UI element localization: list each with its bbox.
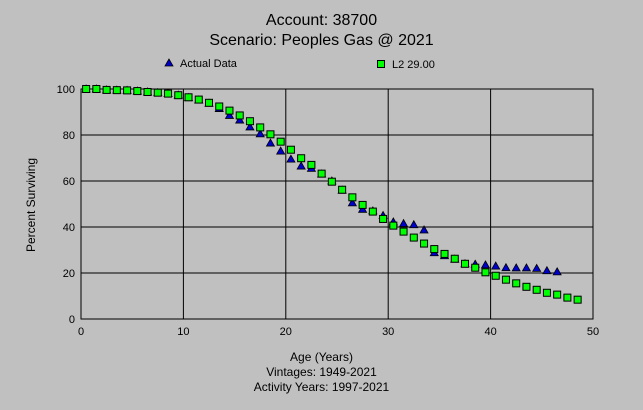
actual-data-point bbox=[286, 154, 296, 163]
x-tick-label: 20 bbox=[280, 326, 292, 338]
l2-curve-point bbox=[430, 245, 439, 254]
x-tick-label: 50 bbox=[587, 326, 599, 338]
actual-data-point bbox=[235, 115, 245, 124]
y-tick-label: 20 bbox=[63, 268, 75, 280]
l2-curve-point bbox=[409, 233, 418, 242]
actual-data-point bbox=[224, 110, 235, 119]
y-axis-label: Percent Surviving bbox=[24, 158, 38, 252]
x-tick-label: 30 bbox=[382, 326, 394, 338]
actual-data-point bbox=[265, 138, 276, 147]
actual-data-point bbox=[409, 219, 419, 229]
l2-curve-point bbox=[143, 87, 152, 96]
l2-curve-point bbox=[256, 123, 265, 132]
l2-curve-point bbox=[368, 207, 377, 216]
actual-data-point bbox=[542, 265, 552, 275]
activity-years-note: Activity Years: 1997-2021 bbox=[253, 380, 390, 394]
l2-curve-point bbox=[399, 227, 408, 236]
l2-curve-point bbox=[245, 117, 254, 126]
l2-curve-point bbox=[266, 130, 275, 139]
chart-title: Account: 38700 bbox=[265, 12, 378, 29]
y-tick-label: 60 bbox=[63, 176, 75, 188]
actual-data-point bbox=[419, 225, 429, 234]
actual-data-point bbox=[296, 161, 306, 170]
actual-data-point bbox=[480, 260, 491, 269]
l2-curve-point bbox=[194, 95, 203, 104]
legend-square-icon bbox=[377, 60, 385, 68]
actual-data-point bbox=[501, 262, 511, 272]
y-tick-label: 100 bbox=[57, 84, 75, 96]
l2-curve-point bbox=[358, 200, 367, 209]
actual-data-point bbox=[531, 263, 542, 272]
l2-curve-point bbox=[184, 93, 193, 102]
vintages-note: Vintages: 1949-2021 bbox=[266, 365, 377, 379]
l2-curve-point bbox=[491, 271, 500, 280]
l2-curve-point bbox=[112, 86, 121, 95]
l2-curve-point bbox=[501, 275, 510, 284]
l2-curve-point bbox=[440, 249, 449, 258]
l2-curve-point bbox=[532, 285, 541, 294]
l2-curve-point bbox=[461, 259, 469, 268]
l2-curve-point bbox=[82, 85, 91, 93]
l2-curve-point bbox=[389, 221, 398, 230]
actual-data-point bbox=[521, 263, 532, 272]
l2-curve-point bbox=[307, 160, 316, 169]
l2-curve-point bbox=[297, 154, 306, 163]
l2-curve-point bbox=[522, 282, 531, 291]
actual-data-point bbox=[511, 263, 521, 272]
actual-data-point bbox=[255, 129, 265, 138]
l2-curve-point bbox=[563, 293, 572, 302]
legend-label-actual: Actual Data bbox=[180, 58, 238, 70]
chart-subtitle: Scenario: Peoples Gas @ 2021 bbox=[209, 32, 434, 49]
l2-curve-point bbox=[317, 169, 326, 178]
l2-curve-point bbox=[215, 102, 224, 111]
plot-border bbox=[80, 88, 594, 320]
l2-curve-point bbox=[512, 279, 521, 288]
l2-curve-point bbox=[164, 89, 173, 98]
l2-curve-point bbox=[102, 85, 111, 94]
y-tick-label: 0 bbox=[69, 314, 75, 326]
l2-curve-point bbox=[286, 145, 295, 154]
l2-curve-point bbox=[327, 177, 336, 186]
l2-curve-point bbox=[471, 263, 480, 272]
actual-data-point bbox=[491, 261, 501, 270]
actual-data-point bbox=[398, 218, 409, 227]
l2-curve-point bbox=[348, 193, 357, 202]
x-axis-label: Age (Years) bbox=[290, 350, 353, 364]
l2-curve-point bbox=[174, 91, 183, 100]
l2-curve-point bbox=[553, 290, 562, 299]
l2-curve-point bbox=[235, 111, 244, 120]
l2-curve-point bbox=[573, 295, 582, 304]
legend-triangle-icon bbox=[164, 58, 174, 67]
actual-data-point bbox=[275, 146, 286, 155]
l2-curve-point bbox=[276, 137, 285, 146]
l2-curve-point bbox=[133, 87, 142, 96]
l2-curve-point bbox=[420, 239, 429, 248]
l2-curve-point bbox=[225, 106, 234, 115]
l2-curve-point bbox=[542, 288, 551, 297]
actual-data-point bbox=[552, 267, 562, 276]
l2-curve-point bbox=[153, 88, 162, 97]
l2-curve-point bbox=[481, 268, 490, 277]
l2-curve-point bbox=[338, 185, 347, 194]
l2-curve-point bbox=[123, 86, 132, 95]
x-tick-label: 0 bbox=[78, 326, 84, 338]
y-tick-label: 80 bbox=[63, 130, 75, 142]
actual-data-point bbox=[245, 122, 255, 131]
l2-curve-point bbox=[92, 85, 101, 93]
l2-curve-point bbox=[450, 254, 459, 263]
l2-curve-point bbox=[379, 214, 388, 223]
l2-curve-point bbox=[205, 98, 213, 107]
y-tick-label: 40 bbox=[63, 222, 75, 234]
x-tick-label: 40 bbox=[484, 326, 496, 338]
legend-label-l2: L2 29.00 bbox=[392, 59, 435, 71]
actual-data-point bbox=[347, 198, 358, 207]
x-tick-label: 10 bbox=[177, 326, 189, 338]
